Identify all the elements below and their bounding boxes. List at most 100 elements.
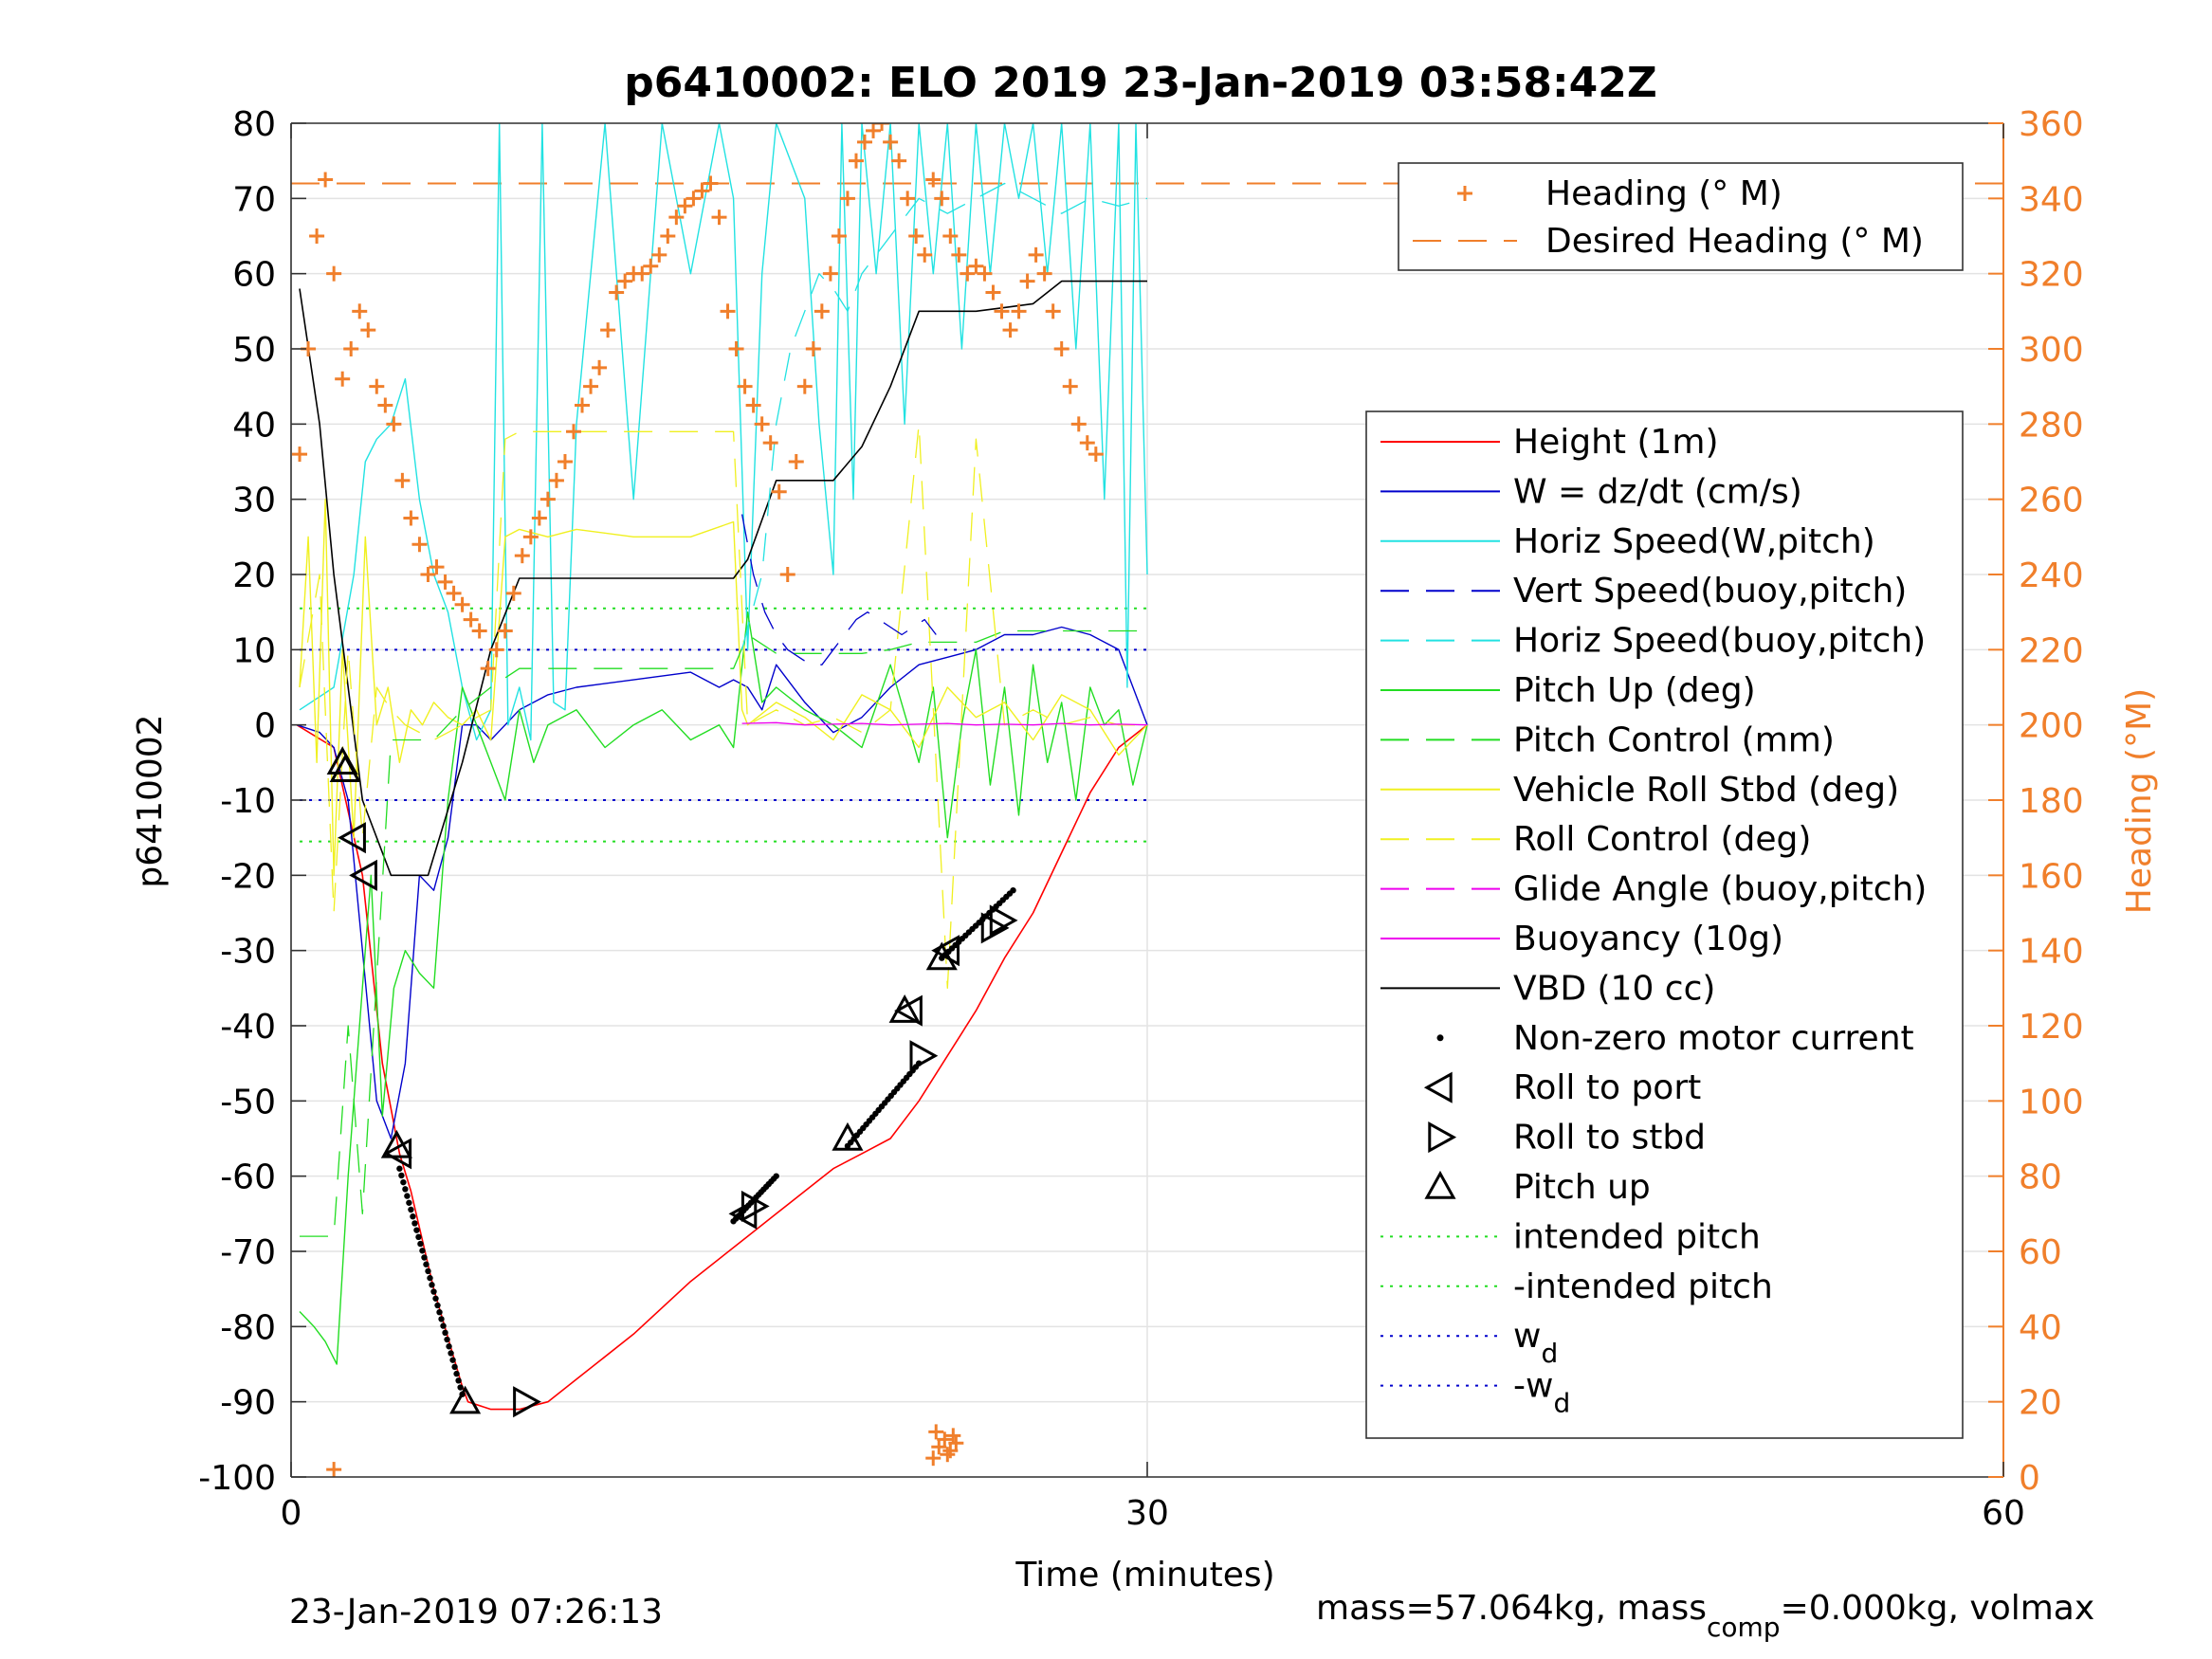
- heading-point: [369, 378, 385, 394]
- series-vert_buoy: [740, 514, 937, 665]
- series-height: [296, 724, 1148, 1411]
- heading-point: [948, 1435, 964, 1451]
- y-tick-label: 80: [232, 105, 276, 144]
- legend-entry-label: W = dz/dt (cm/s): [1513, 472, 1802, 511]
- legend-entry-label: Horiz Speed(buoy,pitch): [1513, 622, 1926, 661]
- legend-entry: Pitch Control (mm): [1380, 720, 1835, 759]
- heading-point: [994, 303, 1010, 319]
- heading-point: [352, 303, 368, 319]
- heading-point: [309, 228, 325, 244]
- legend-box: [1398, 162, 1964, 271]
- y-tick-label: -80: [220, 1308, 276, 1347]
- heading-point: [335, 371, 351, 387]
- motor-current-dot: [425, 1267, 431, 1275]
- y2-tick-label: 120: [2019, 1008, 2084, 1047]
- heading-point: [634, 265, 650, 282]
- heading-point: [720, 303, 736, 319]
- y-tick-label: 70: [232, 180, 276, 219]
- y2-tick-label: 220: [2019, 631, 2084, 670]
- legend-entry-label: Non-zero motor current: [1513, 1019, 1914, 1058]
- legend-entry-label: Glide Angle (buoy,pitch): [1513, 870, 1927, 909]
- heading-point: [857, 134, 873, 150]
- heading-point: [831, 228, 847, 244]
- y2-tick-label: 140: [2019, 933, 2084, 972]
- heading-point: [539, 491, 556, 507]
- y2-tick-label: 260: [2019, 482, 2084, 520]
- heading-point: [883, 134, 899, 150]
- y-axis-label: p6410002: [131, 714, 170, 887]
- legend-entry: Vert Speed(buoy,pitch): [1380, 572, 1907, 611]
- motor-current-dot: [398, 1172, 405, 1179]
- heading-point: [925, 172, 941, 188]
- heading-point: [377, 397, 393, 413]
- heading-point: [796, 378, 813, 394]
- series-roll_ctrl: [299, 423, 1147, 989]
- heading-point: [814, 303, 830, 319]
- roll-port-marker: [383, 1138, 412, 1170]
- motor-current-dot: [1010, 887, 1016, 894]
- motor-current-dot: [408, 1206, 414, 1213]
- motor-current-dot: [410, 1213, 416, 1220]
- heading-point: [497, 623, 513, 639]
- y2-tick-label: 160: [2019, 857, 2084, 896]
- legend-entry-label: Pitch Control (mm): [1513, 720, 1835, 759]
- y2-tick-label: 20: [2019, 1384, 2062, 1423]
- legend-entry: -intended pitch: [1380, 1267, 1773, 1306]
- legend-entry: Non-zero motor current: [1436, 1019, 1914, 1058]
- x-tick-label: 30: [1125, 1494, 1169, 1533]
- series-roll: [299, 499, 1148, 876]
- heading-point: [1011, 303, 1027, 319]
- roll-port-marker: [894, 994, 923, 1027]
- legend-entry: Horiz Speed(buoy,pitch): [1380, 622, 1926, 661]
- legend-main: Height (1m) W = dz/dt (cm/s) Horiz Speed(W…: [1365, 410, 1964, 1439]
- y2-tick-label: 360: [2019, 105, 2084, 144]
- heading-point: [326, 1462, 342, 1477]
- legend-symbol: [1428, 1121, 1457, 1154]
- heading-point: [942, 228, 959, 244]
- heading-point: [771, 483, 787, 500]
- legend-entry: Roll to port: [1423, 1068, 1701, 1107]
- y-tick-label: -10: [220, 782, 276, 821]
- motor-current-dot: [411, 1220, 418, 1227]
- heading-point: [403, 510, 419, 526]
- heading-point: [937, 1431, 953, 1448]
- y2-tick-label: 320: [2019, 256, 2084, 295]
- heading-point: [925, 1450, 941, 1467]
- heading-point: [565, 424, 581, 440]
- series-pitch: [299, 611, 1148, 1365]
- motor-current-dot: [427, 1274, 433, 1282]
- heading-point: [394, 472, 411, 488]
- y-tick-label: 30: [232, 482, 276, 520]
- heading-point: [917, 246, 933, 263]
- heading-point: [686, 191, 702, 207]
- roll-stbd-marker: [909, 1040, 939, 1072]
- motor-current-dot: [406, 1199, 412, 1206]
- heading-point: [343, 341, 359, 356]
- heading-point: [822, 265, 838, 282]
- heading-point: [643, 258, 659, 274]
- heading-point: [668, 210, 685, 226]
- y-tick-label: 40: [232, 406, 276, 445]
- heading-point: [788, 454, 804, 469]
- roll-stbd-marker: [513, 1386, 541, 1418]
- heading-point: [429, 559, 445, 575]
- motor-current-dot: [444, 1336, 450, 1343]
- motor-current-dot: [429, 1282, 435, 1288]
- legend-entry: Roll Control (deg): [1380, 820, 1811, 859]
- heading-point: [779, 567, 795, 582]
- roll-port-marker: [349, 859, 377, 891]
- heading-point: [488, 642, 504, 658]
- legend-entry-label: wd: [1513, 1317, 1558, 1369]
- heading-point: [326, 265, 342, 282]
- y-tick-label: -20: [220, 857, 276, 896]
- heading-point: [575, 397, 591, 413]
- y-tick-label: -90: [220, 1384, 276, 1423]
- series-horiz_w: [299, 123, 1148, 741]
- legend-box: [1365, 410, 1964, 1439]
- heading-point: [505, 585, 521, 601]
- plot-series: [291, 123, 2003, 1477]
- heading-point: [960, 265, 976, 282]
- roll-stbd-marker: [740, 1190, 770, 1222]
- motor-current-dot: [432, 1295, 439, 1302]
- roll-port-marker: [338, 822, 366, 854]
